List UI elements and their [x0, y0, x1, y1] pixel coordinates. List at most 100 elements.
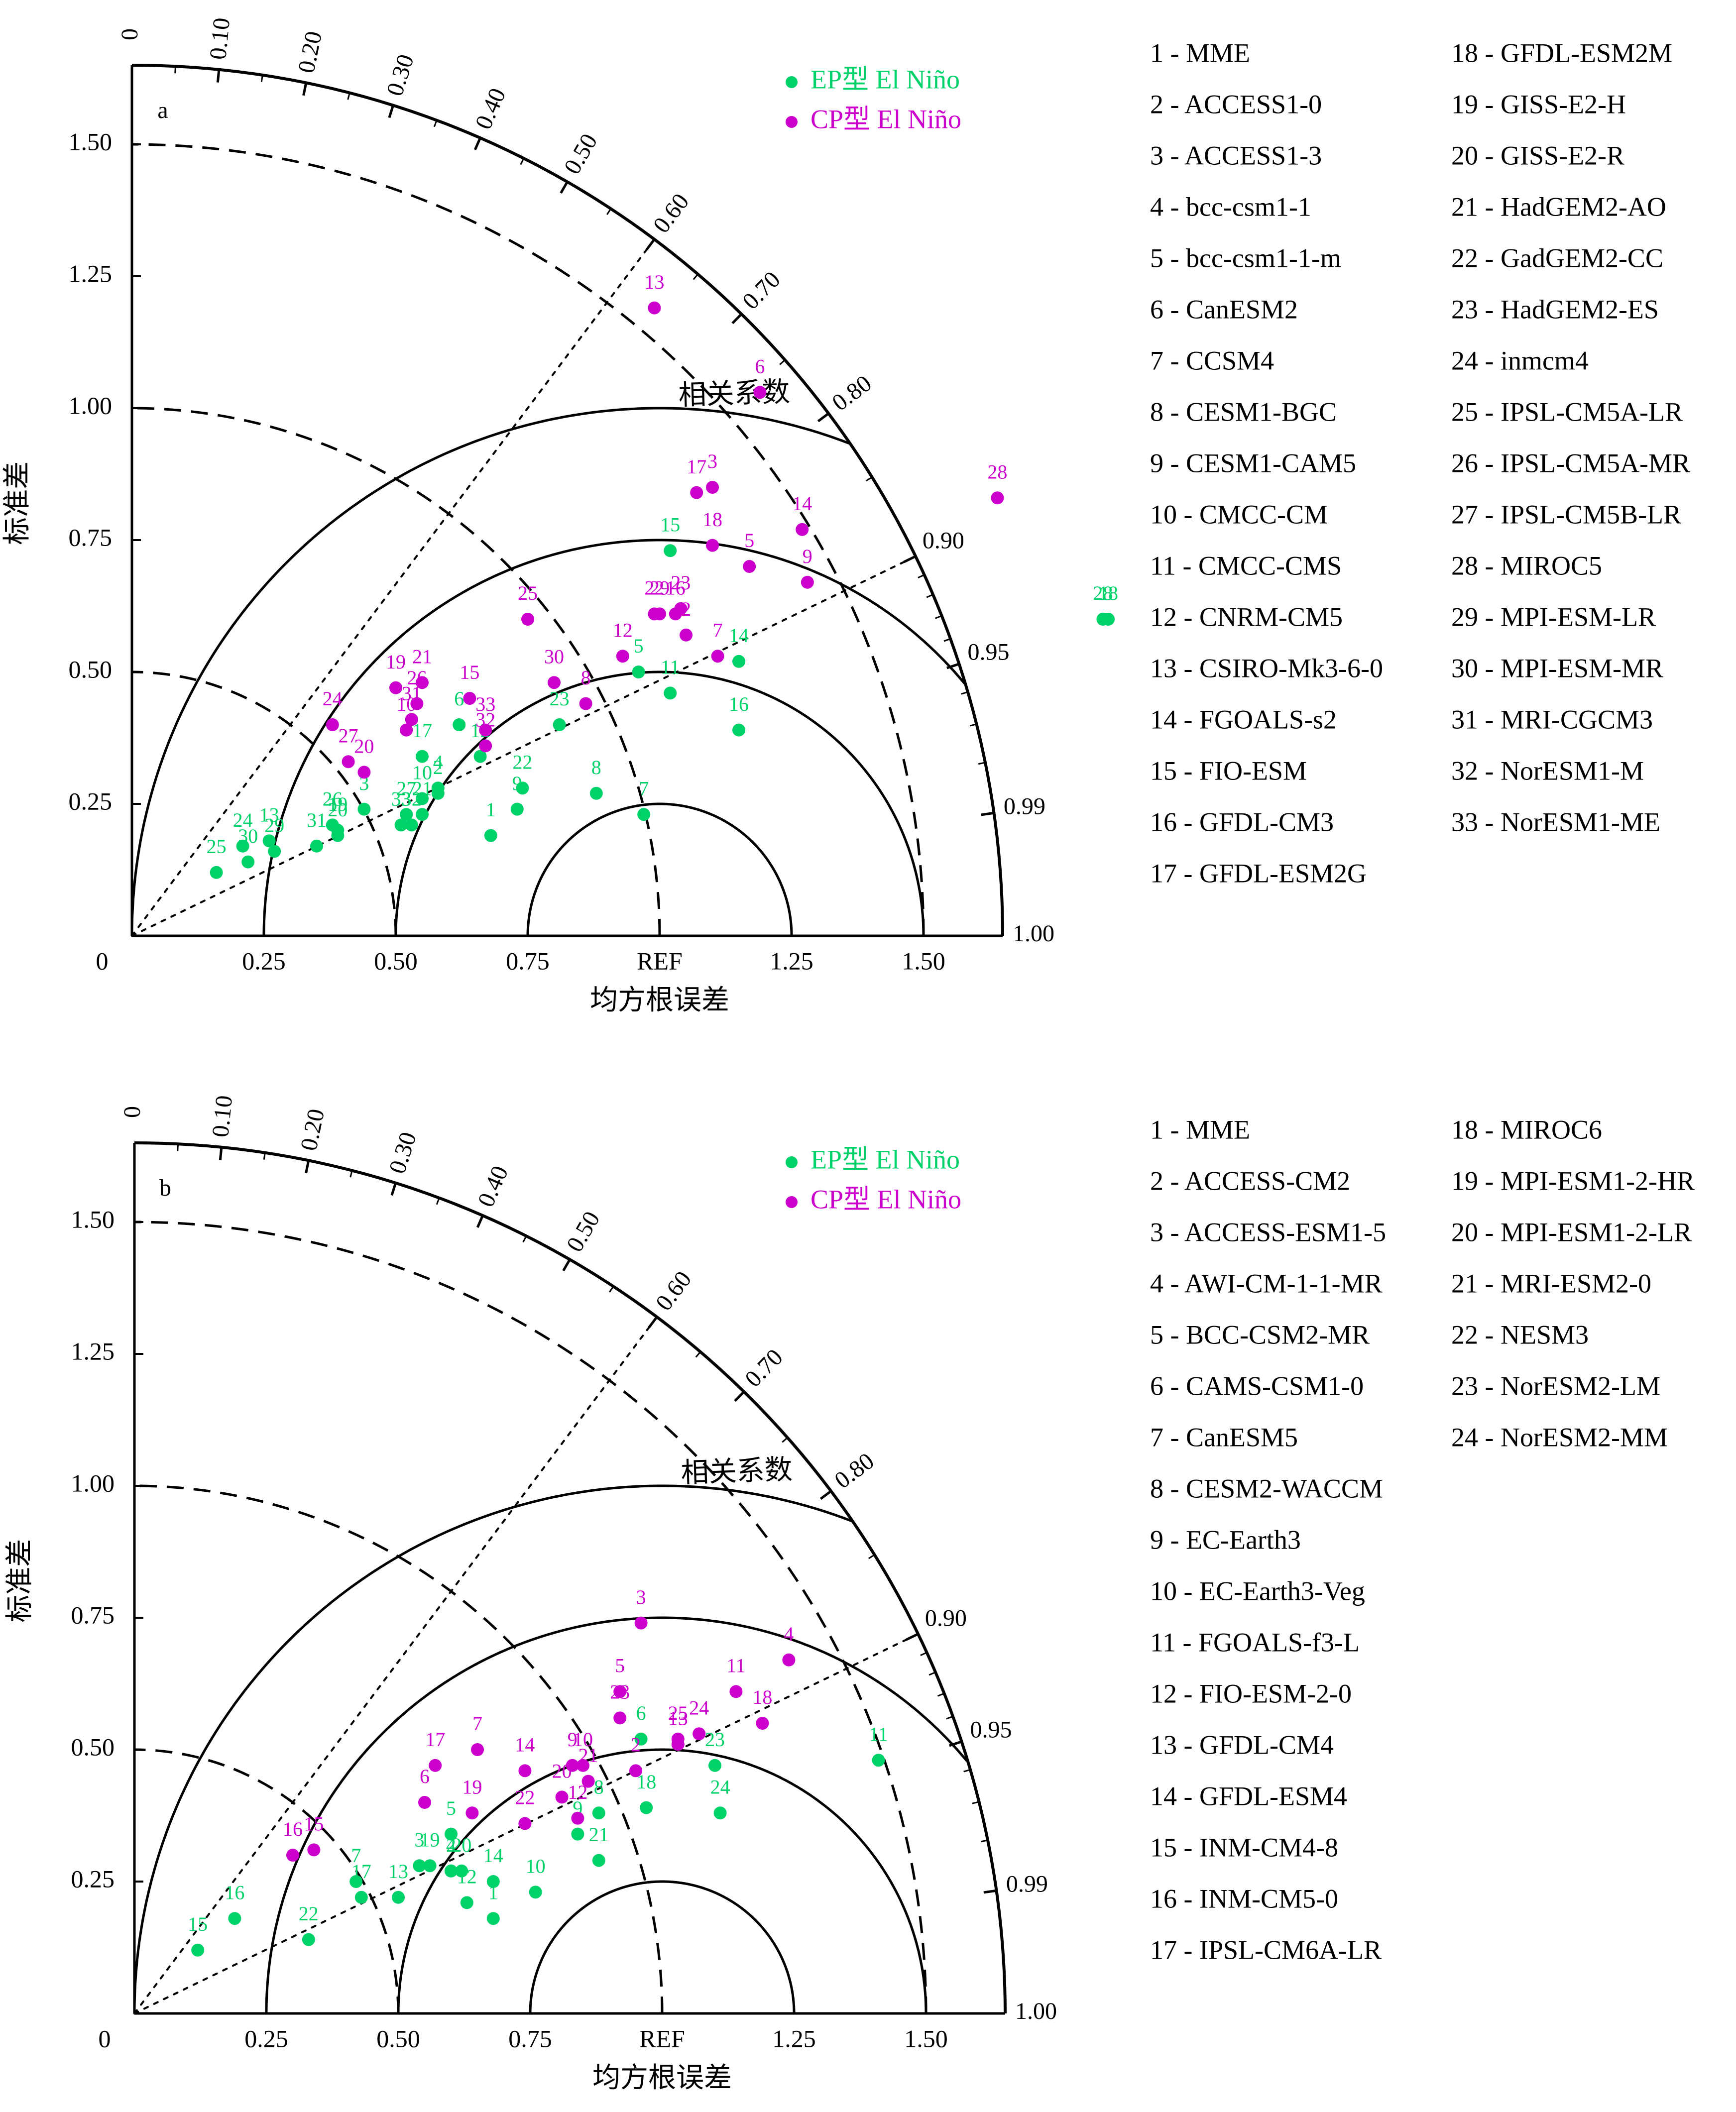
- cp-point: [581, 1775, 595, 1788]
- ep-point-label: 19: [328, 793, 347, 815]
- ep-point-label: 28: [1093, 582, 1113, 604]
- model-list-item: 28 - MIROC5: [1451, 551, 1602, 580]
- cp-point-label: 7: [713, 619, 723, 641]
- cp-point-label: 25: [518, 582, 538, 604]
- y-axis-title: 标准差: [2, 461, 33, 545]
- std-circle-3: [131, 143, 925, 936]
- ep-point: [713, 1806, 727, 1820]
- cp-point: [729, 1685, 743, 1698]
- cp-point-label: 21: [412, 645, 432, 667]
- corr-minor-tick: [920, 1652, 927, 1657]
- model-list-item: 4 - bcc-csm1-1: [1150, 192, 1311, 222]
- cp-point: [680, 628, 693, 642]
- cp-point: [400, 723, 413, 737]
- y-axis-title: 标准差: [4, 1539, 35, 1623]
- cp-point: [429, 1759, 442, 1772]
- cp-point: [796, 523, 809, 536]
- cp-point: [571, 1811, 584, 1825]
- model-list-item: 10 - EC-Earth3-Veg: [1150, 1576, 1365, 1606]
- corr-tick: [817, 412, 829, 423]
- cp-point-label: 3: [707, 450, 717, 472]
- model-list-item: 4 - AWI-CM-1-1-MR: [1150, 1268, 1383, 1298]
- x-axis-title: 均方根误差: [590, 985, 729, 1016]
- cp-point-label: 17: [425, 1728, 445, 1751]
- model-list-item: 25 - IPSL-CM5A-LR: [1451, 397, 1683, 427]
- cp-point: [286, 1849, 299, 1862]
- corr-tick-label: 0.40: [472, 1162, 513, 1211]
- legend-marker-ep: [786, 1156, 798, 1168]
- cp-point: [307, 1843, 321, 1857]
- cp-point: [479, 723, 492, 737]
- corr-tick: [473, 137, 481, 150]
- cp-point-label: 12: [613, 619, 633, 641]
- corr-tick: [734, 1391, 745, 1402]
- corr-minor-tick: [972, 1801, 979, 1804]
- cp-point-label: 11: [726, 1655, 746, 1677]
- ep-point: [331, 829, 345, 842]
- model-list-item: 21 - HadGEM2-AO: [1451, 192, 1666, 222]
- ep-point: [553, 718, 566, 731]
- ep-point-label: 1: [486, 798, 496, 821]
- y-tick-label: 0.75: [69, 523, 113, 551]
- cp-point-label: 6: [755, 355, 765, 377]
- cp-point: [653, 607, 666, 621]
- cp-point: [577, 1759, 589, 1772]
- model-list-item: 2 - ACCESS1-0: [1150, 89, 1322, 119]
- legend-label-ep: EP型 El Niño: [810, 1144, 960, 1174]
- x-tick-label: 1.50: [904, 2024, 948, 2052]
- model-list-item: 26 - IPSL-CM5A-MR: [1451, 448, 1690, 478]
- cp-point-label: 9: [803, 545, 812, 567]
- cp-point: [706, 539, 719, 552]
- cp-point: [613, 1711, 627, 1725]
- ep-point-label: 19: [420, 1828, 440, 1851]
- ep-point-label: 16: [729, 693, 749, 715]
- ep-point: [1096, 613, 1110, 626]
- ep-point-label: 8: [591, 756, 601, 778]
- ep-point: [640, 1801, 653, 1814]
- ep-point-label: 15: [660, 513, 680, 536]
- model-list-item: 3 - ACCESS-ESM1-5: [1150, 1217, 1386, 1247]
- model-list-item: 8 - CESM2-WACCM: [1150, 1473, 1383, 1503]
- ep-point: [394, 818, 408, 832]
- ep-point: [228, 1912, 241, 1925]
- ep-point: [210, 866, 223, 879]
- corr-ray-2: [131, 555, 917, 937]
- model-list-item: 15 - INM-CM4-8: [1150, 1832, 1338, 1862]
- ep-point-label: 31: [307, 809, 327, 831]
- ep-point: [431, 781, 445, 795]
- cp-point: [463, 692, 476, 705]
- cp-point-label: 19: [462, 1776, 482, 1798]
- ep-point: [302, 1933, 315, 1946]
- corr-tick: [946, 663, 960, 669]
- cp-point-label: 18: [752, 1686, 772, 1708]
- legend-label-ep: EP型 El Niño: [810, 64, 960, 94]
- ep-point: [445, 1827, 458, 1841]
- model-list-item: 9 - CESM1-CAM5: [1150, 448, 1356, 478]
- ep-point: [416, 808, 429, 821]
- legend-marker-cp: [786, 1196, 798, 1208]
- corr-tick-label: 0.99: [1004, 793, 1045, 820]
- cp-point-label: 7: [472, 1712, 482, 1735]
- cp-point-label: 21: [579, 1744, 598, 1767]
- corr-axis-title: 相关系数: [678, 377, 791, 411]
- corr-minor-tick: [946, 1715, 953, 1720]
- corr-tick-label: 0.80: [830, 1447, 879, 1494]
- cp-point: [405, 713, 418, 726]
- ep-point-label: 6: [454, 687, 464, 710]
- corr-minor-tick: [433, 120, 438, 127]
- ep-point-label: 3: [414, 1828, 424, 1851]
- ep-point: [708, 1759, 721, 1772]
- corr-tick-label: 0.30: [384, 1129, 422, 1177]
- corr-minor-tick: [695, 1351, 701, 1358]
- cp-point-label: 30: [544, 645, 564, 667]
- ep-point-label: 7: [351, 1844, 361, 1867]
- cp-point: [418, 1796, 431, 1809]
- ep-point-label: 11: [869, 1723, 888, 1745]
- corr-minor-tick: [174, 66, 176, 74]
- cp-point: [634, 1616, 648, 1630]
- corr-tick-label: 0.70: [740, 1344, 788, 1392]
- ep-point: [405, 818, 418, 832]
- cp-point: [548, 676, 561, 689]
- cp-point-label: 18: [702, 508, 722, 531]
- cp-point-label: 16: [283, 1818, 303, 1840]
